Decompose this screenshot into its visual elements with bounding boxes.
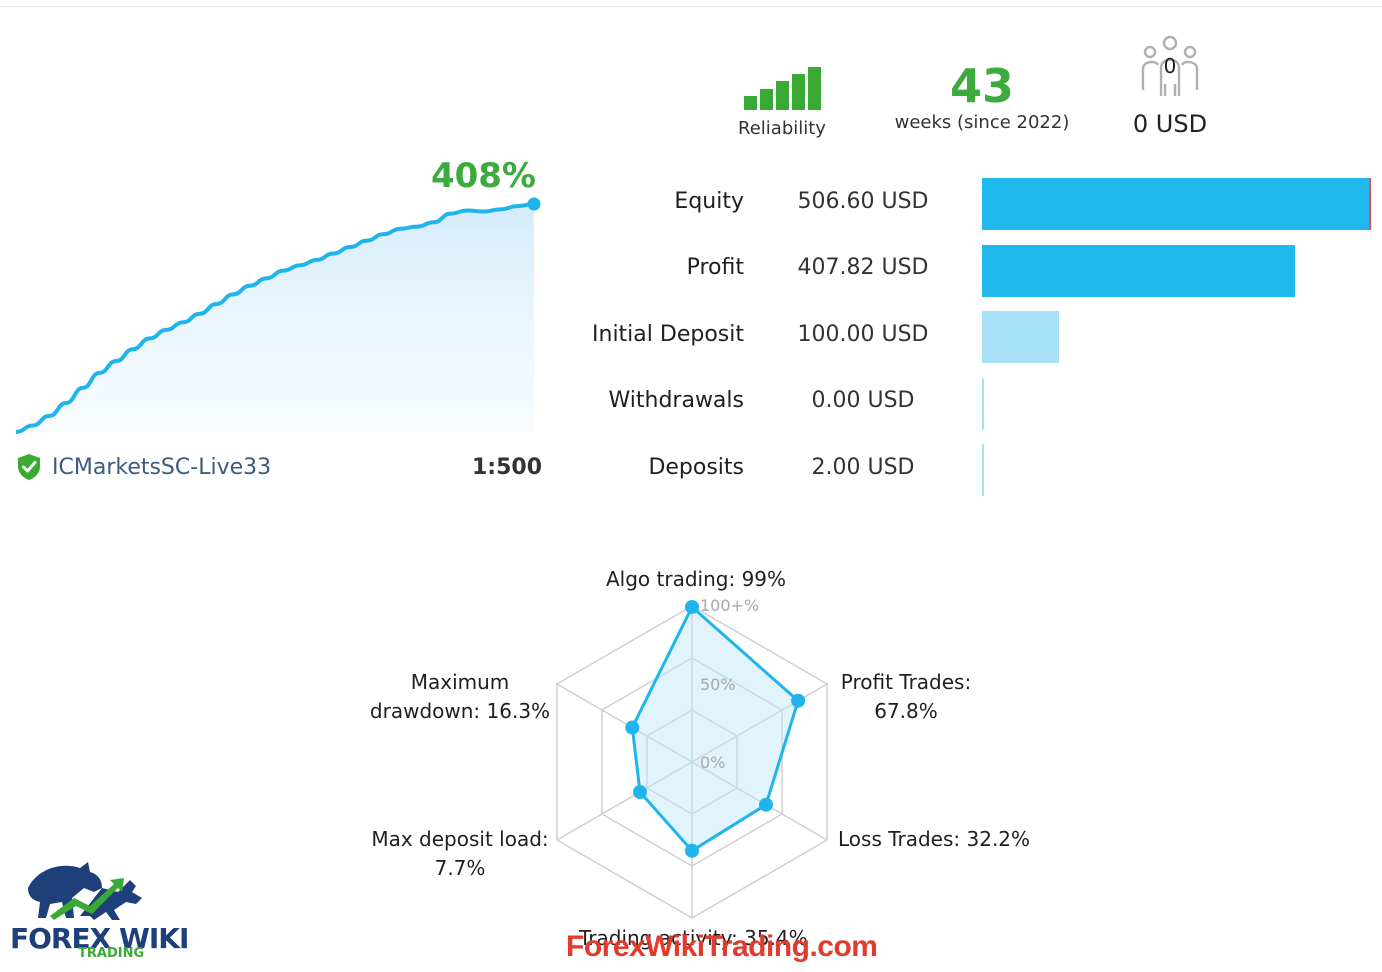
weeks-indicator: 43 weeks (since 2022): [884, 58, 1080, 133]
deposit-load-title: Max deposit load:: [371, 827, 549, 851]
growth-line: [15, 202, 535, 434]
subscribers-count: 0: [1163, 54, 1177, 78]
reliability-bar: [759, 89, 773, 110]
withdrawals-label: Withdrawals: [608, 388, 745, 413]
server-name: ICMarketsSC-Live33: [52, 454, 272, 480]
profit-bar: [982, 245, 1296, 297]
deposits-label: Deposits: [648, 455, 744, 480]
growth-end-point: [527, 197, 541, 211]
radar-chart: 100+% 50% 0%: [556, 596, 828, 919]
profit-value: 407.82 USD: [797, 255, 929, 280]
radar-grid-spoke: [556, 761, 693, 841]
radar-point[interactable]: [625, 720, 640, 735]
equity-bar-marker: [1369, 178, 1371, 230]
reliability-indicator[interactable]: Reliability: [726, 64, 838, 139]
deposit-load-value: 7.7%: [434, 856, 486, 880]
logo-text: FOREX WIKI: [10, 922, 189, 955]
scale-label-0: 0%: [700, 753, 725, 772]
top-divider: [0, 6, 1382, 7]
drawdown-title: Maximum: [410, 670, 510, 694]
growth-chart: [15, 197, 541, 434]
radar-label-activity: Trading activity: 35.4%: [579, 926, 808, 950]
equity-value: 506.60 USD: [797, 189, 929, 214]
radar-point[interactable]: [791, 693, 806, 708]
profit-label: Profit: [686, 255, 744, 280]
withdrawals-value: 0.00 USD: [811, 388, 915, 413]
radar-grid: [556, 605, 828, 919]
forex-wiki-logo-icon: [28, 862, 142, 920]
radar-label-profit: Profit Trades: 67.8%: [838, 668, 974, 726]
radar-label-drawdown: Maximum drawdown: 16.3%: [368, 668, 552, 726]
radar-grid-spoke: [556, 683, 693, 763]
radar-label-loss: Loss Trades: 32.2%: [838, 827, 1031, 851]
withdrawals-bar: [982, 378, 984, 430]
deposits-bar: [982, 444, 984, 496]
reliability-bar: [743, 96, 757, 110]
radar-label-algo: Algo trading: 99%: [606, 567, 787, 591]
weeks-value: 43: [949, 59, 1014, 113]
radar-point[interactable]: [685, 843, 699, 858]
initial-deposit-bar: [982, 311, 1059, 363]
initial-deposit-label: Initial Deposit: [592, 322, 744, 347]
reliability-bar: [775, 81, 789, 110]
reliability-bar: [791, 74, 805, 110]
reliability-bars-icon: [726, 64, 838, 110]
verified-shield-icon: [18, 454, 40, 480]
weeks-label: weeks (since 2022): [894, 112, 1070, 133]
profit-trades-value: 67.8%: [874, 699, 938, 723]
radar-label-deposit-load: Max deposit load: 7.7%: [368, 825, 552, 883]
radar-point[interactable]: [759, 797, 773, 812]
growth-percent: 408%: [430, 156, 536, 196]
scale-label-50: 50%: [700, 675, 736, 694]
subscribers-indicator[interactable]: 0 0 USD: [1116, 34, 1224, 138]
radar-point[interactable]: [633, 785, 647, 799]
radar-grid-spoke: [691, 761, 828, 841]
people-group-icon: [1141, 35, 1199, 96]
profit-trades-title: Profit Trades:: [840, 670, 972, 694]
radar-grid-spoke: [691, 683, 828, 763]
deposits-value: 2.00 USD: [811, 455, 915, 480]
growth-area: [16, 204, 534, 432]
leverage: 1:500: [471, 455, 542, 480]
server-info[interactable]: ICMarketsSC-Live33: [16, 453, 271, 481]
logo-subtext: TRADING: [78, 946, 145, 961]
initial-deposit-value: 100.00 USD: [797, 322, 929, 347]
subscribers-usd: 0 USD: [1132, 110, 1208, 138]
radar-point[interactable]: [685, 600, 699, 614]
radar-points: [625, 600, 806, 858]
reliability-bar: [807, 67, 821, 110]
equity-label: Equity: [674, 189, 744, 214]
radar-polygon: [630, 605, 800, 853]
drawdown-value: drawdown: 16.3%: [369, 699, 551, 723]
subscribers-icon: 0: [1134, 34, 1206, 106]
reliability-label: Reliability: [738, 118, 826, 139]
watermark: ForexWikiTrading.com: [566, 930, 878, 963]
scale-label-100: 100+%: [700, 596, 759, 615]
equity-bar: [982, 178, 1371, 230]
